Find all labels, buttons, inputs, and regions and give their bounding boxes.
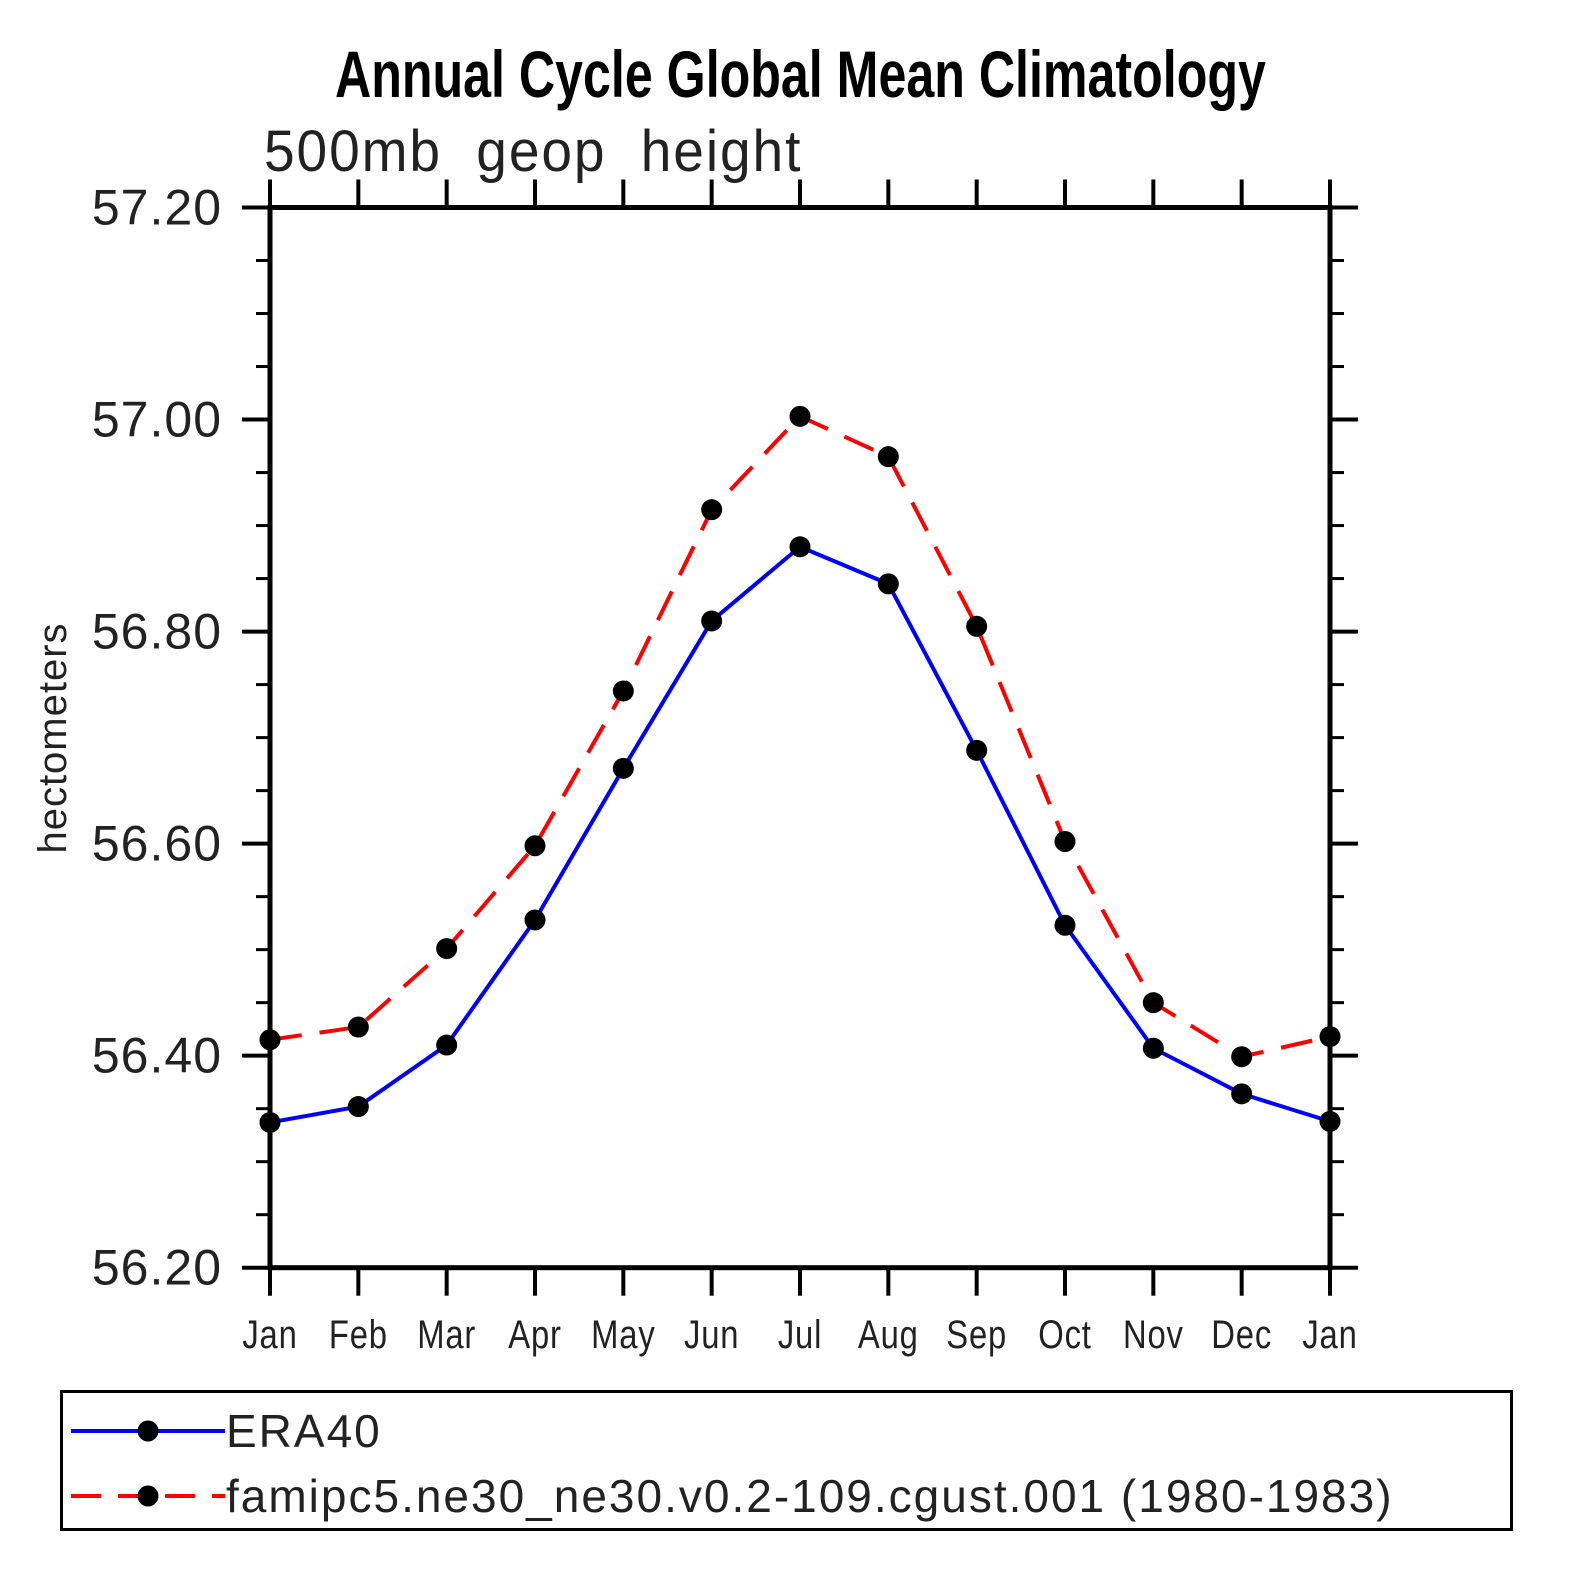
legend-label-era40: ERA40 [226,1405,382,1457]
data-point-1 [1231,1046,1253,1068]
x-tick-label: Apr [508,1312,561,1357]
x-tick-label: Jan [1302,1312,1357,1357]
legend-sample-model [71,1485,225,1507]
legend-label-model: famipc5.ne30_ne30.v0.2-109.cgust.001 (19… [226,1470,1394,1522]
data-point-1 [347,1016,369,1038]
series-line-0 [269,544,1331,1125]
x-tick-label: May [591,1312,655,1357]
x-tick-label: Mar [417,1312,476,1357]
x-tick-label: Sep [946,1312,1007,1357]
x-tick-label: Jan [242,1312,297,1357]
data-point-0 [1142,1037,1164,1059]
legend-sample-marker-0 [137,1420,159,1442]
data-point-1 [877,446,899,468]
legend-box: ERA40 famipc5.ne30_ne30.v0.2-109.cgust.0… [60,1390,1513,1531]
x-tick-label-group: Dec [1211,1312,1272,1357]
y-tick-label: 57.20 [92,180,222,236]
data-point-0 [789,536,811,558]
data-point-0 [701,610,723,632]
data-point-1 [259,1029,281,1051]
x-tick-label-group: Jan [242,1312,297,1357]
chart-subtitle: 500mb geop height [264,119,803,184]
y-axis-label: hectometers [31,622,75,853]
data-point-0 [612,757,634,779]
series-line-1 [269,413,1331,1059]
x-tick-label: Oct [1038,1312,1091,1357]
data-point-0 [347,1096,369,1118]
y-tick-label: 56.40 [92,1028,222,1084]
x-tick-label-group: Mar [417,1312,476,1357]
data-point-0 [1319,1110,1341,1132]
chart-title: Annual Cycle Global Mean Climatology [26,36,1574,112]
x-tick-label-group: Jan [1302,1312,1357,1357]
legend-sample-marker-1 [137,1485,159,1507]
x-tick-label-group: Aug [858,1312,919,1357]
x-tick-label: Feb [329,1312,388,1357]
data-point-1 [701,499,723,521]
x-tick-label: Jul [778,1312,822,1357]
x-tick-label-group: Feb [329,1312,388,1357]
data-point-1 [524,835,546,857]
y-tick-label: 56.20 [92,1240,222,1296]
data-point-0 [524,909,546,931]
x-tick-label: Aug [858,1312,919,1357]
x-tick-label-group: May [591,1312,655,1357]
data-point-1 [966,615,988,637]
data-point-0 [877,573,899,595]
y-tick-label: 57.00 [92,392,222,448]
x-tick-label: Dec [1211,1312,1272,1357]
data-point-0 [1054,914,1076,936]
data-point-0 [436,1034,458,1056]
data-point-1 [1319,1026,1341,1048]
data-point-1 [1142,992,1164,1014]
x-tick-label: Nov [1123,1312,1184,1357]
chart-title-text: Annual Cycle Global Mean Climatology [334,37,1266,111]
data-point-1 [789,405,811,427]
x-tick-label-group: Jul [778,1312,822,1357]
data-point-1 [1054,830,1076,852]
x-tick-label: Jun [684,1312,739,1357]
legend-sample-era40 [71,1420,225,1442]
x-tick-label-group: Apr [508,1312,561,1357]
y-tick-label: 56.60 [92,816,222,872]
data-point-1 [436,938,458,960]
x-tick-label-group: Nov [1123,1312,1184,1357]
data-point-1 [612,680,634,702]
x-tick-label-group: Sep [946,1312,1007,1357]
data-point-0 [1231,1083,1253,1105]
x-tick-label-group: Oct [1038,1312,1091,1357]
plot-frame [267,205,1333,1271]
x-tick-label-group: Jun [684,1312,739,1357]
data-point-0 [966,739,988,761]
data-point-0 [259,1111,281,1133]
y-tick-label: 56.80 [92,604,222,660]
